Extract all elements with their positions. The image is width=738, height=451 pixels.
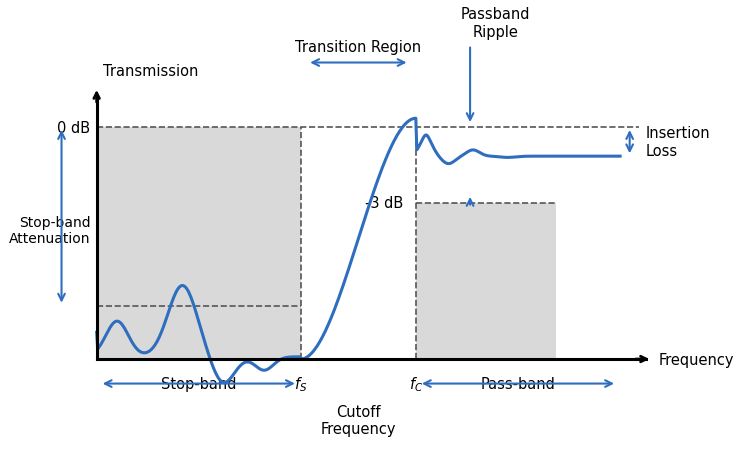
Bar: [415, 203, 556, 359]
Bar: [97, 128, 301, 359]
Text: -3 dB: -3 dB: [365, 196, 403, 211]
Text: Insertion
Loss: Insertion Loss: [646, 126, 710, 158]
Text: Passband
Ripple: Passband Ripple: [461, 7, 531, 40]
Text: $f_C$: $f_C$: [409, 375, 423, 393]
Text: Transmission: Transmission: [103, 64, 199, 79]
Text: Transition Region: Transition Region: [295, 40, 421, 55]
Text: 0 dB: 0 dB: [57, 120, 90, 135]
Text: Stop-band
Attenuation: Stop-band Attenuation: [9, 215, 90, 245]
Text: Cutoff
Frequency: Cutoff Frequency: [320, 404, 396, 436]
Text: Frequency: Frequency: [658, 352, 734, 367]
Text: Pass-band: Pass-band: [480, 376, 556, 391]
Text: $f_S$: $f_S$: [294, 375, 308, 393]
Text: Stop-band: Stop-band: [161, 376, 236, 391]
